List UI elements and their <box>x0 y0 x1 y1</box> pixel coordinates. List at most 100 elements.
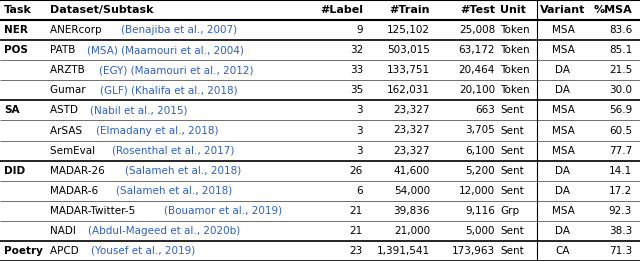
Text: 21.5: 21.5 <box>609 65 632 75</box>
Text: MADAR-6: MADAR-6 <box>50 186 101 196</box>
Text: NADI: NADI <box>50 226 79 236</box>
Text: 6: 6 <box>356 186 363 196</box>
Text: 20,464: 20,464 <box>459 65 495 75</box>
Text: MSA: MSA <box>552 105 575 115</box>
Text: Dataset/Subtask: Dataset/Subtask <box>50 5 154 15</box>
Text: 9,116: 9,116 <box>465 206 495 216</box>
Text: 23,327: 23,327 <box>394 105 430 115</box>
Text: ASTD: ASTD <box>50 105 81 115</box>
Text: (Bouamor et al., 2019): (Bouamor et al., 2019) <box>164 206 282 216</box>
Text: 663: 663 <box>475 105 495 115</box>
Text: Sent: Sent <box>500 166 524 176</box>
Text: DID: DID <box>4 166 25 176</box>
Text: 83.6: 83.6 <box>609 25 632 35</box>
Text: 77.7: 77.7 <box>609 146 632 156</box>
Text: 3: 3 <box>356 126 363 135</box>
Text: NER: NER <box>4 25 28 35</box>
Text: Sent: Sent <box>500 126 524 135</box>
Text: MSA: MSA <box>552 206 575 216</box>
Text: Grp: Grp <box>500 206 519 216</box>
Text: 3: 3 <box>356 105 363 115</box>
Text: 23,327: 23,327 <box>394 126 430 135</box>
Text: Sent: Sent <box>500 186 524 196</box>
Text: 41,600: 41,600 <box>394 166 430 176</box>
Text: 23: 23 <box>349 246 363 256</box>
Text: Task: Task <box>4 5 32 15</box>
Text: 39,836: 39,836 <box>394 206 430 216</box>
Text: 23,327: 23,327 <box>394 146 430 156</box>
Text: PATB: PATB <box>50 45 79 55</box>
Text: SemEval: SemEval <box>50 146 99 156</box>
Text: Poetry: Poetry <box>4 246 43 256</box>
Text: Sent: Sent <box>500 105 524 115</box>
Text: %MSA: %MSA <box>593 5 632 15</box>
Text: 125,102: 125,102 <box>387 25 430 35</box>
Text: MADAR-26: MADAR-26 <box>50 166 108 176</box>
Text: 503,015: 503,015 <box>387 45 430 55</box>
Text: 21,000: 21,000 <box>394 226 430 236</box>
Text: MSA: MSA <box>552 146 575 156</box>
Text: 133,751: 133,751 <box>387 65 430 75</box>
Text: 85.1: 85.1 <box>609 45 632 55</box>
Text: 32: 32 <box>349 45 363 55</box>
Text: Sent: Sent <box>500 226 524 236</box>
Text: Sent: Sent <box>500 146 524 156</box>
Text: ANERcorp: ANERcorp <box>50 25 105 35</box>
Text: #Train: #Train <box>390 5 430 15</box>
Text: DA: DA <box>556 166 570 176</box>
Text: 21: 21 <box>349 226 363 236</box>
Text: 5,200: 5,200 <box>465 166 495 176</box>
Text: 38.3: 38.3 <box>609 226 632 236</box>
Text: 33: 33 <box>349 65 363 75</box>
Text: DA: DA <box>556 226 570 236</box>
Text: APCD: APCD <box>50 246 82 256</box>
Text: 17.2: 17.2 <box>609 186 632 196</box>
Text: 21: 21 <box>349 206 363 216</box>
Text: (Abdul-Mageed et al., 2020b): (Abdul-Mageed et al., 2020b) <box>88 226 240 236</box>
Text: DA: DA <box>556 186 570 196</box>
Text: 14.1: 14.1 <box>609 166 632 176</box>
Text: 3: 3 <box>356 146 363 156</box>
Text: MSA: MSA <box>552 25 575 35</box>
Text: Token: Token <box>500 85 530 95</box>
Text: Token: Token <box>500 25 530 35</box>
Text: 6,100: 6,100 <box>465 146 495 156</box>
Text: 1,391,541: 1,391,541 <box>377 246 430 256</box>
Text: (GLF) (Khalifa et al., 2018): (GLF) (Khalifa et al., 2018) <box>100 85 238 95</box>
Text: (Salameh et al., 2018): (Salameh et al., 2018) <box>116 186 232 196</box>
Text: 9: 9 <box>356 25 363 35</box>
Text: Token: Token <box>500 65 530 75</box>
Text: Variant: Variant <box>540 5 586 15</box>
Text: ArSAS: ArSAS <box>50 126 85 135</box>
Text: (Salameh et al., 2018): (Salameh et al., 2018) <box>125 166 241 176</box>
Text: 3,705: 3,705 <box>465 126 495 135</box>
Text: (Nabil et al., 2015): (Nabil et al., 2015) <box>90 105 188 115</box>
Text: #Label: #Label <box>320 5 363 15</box>
Text: 60.5: 60.5 <box>609 126 632 135</box>
Text: (Rosenthal et al., 2017): (Rosenthal et al., 2017) <box>113 146 235 156</box>
Text: 63,172: 63,172 <box>458 45 495 55</box>
Text: DA: DA <box>556 85 570 95</box>
Text: 173,963: 173,963 <box>452 246 495 256</box>
Text: #Test: #Test <box>460 5 495 15</box>
Text: Token: Token <box>500 45 530 55</box>
Text: 35: 35 <box>349 85 363 95</box>
Text: MSA: MSA <box>552 45 575 55</box>
Text: 30.0: 30.0 <box>609 85 632 95</box>
Text: DA: DA <box>556 65 570 75</box>
Text: Sent: Sent <box>500 246 524 256</box>
Text: (EGY) (Maamouri et al., 2012): (EGY) (Maamouri et al., 2012) <box>99 65 253 75</box>
Text: 162,031: 162,031 <box>387 85 430 95</box>
Text: ARZTB: ARZTB <box>50 65 88 75</box>
Text: (Elmadany et al., 2018): (Elmadany et al., 2018) <box>95 126 218 135</box>
Text: 71.3: 71.3 <box>609 246 632 256</box>
Text: 56.9: 56.9 <box>609 105 632 115</box>
Text: 20,100: 20,100 <box>459 85 495 95</box>
Text: Gumar: Gumar <box>50 85 89 95</box>
Text: 92.3: 92.3 <box>609 206 632 216</box>
Text: (MSA) (Maamouri et al., 2004): (MSA) (Maamouri et al., 2004) <box>87 45 244 55</box>
Text: (Yousef et al., 2019): (Yousef et al., 2019) <box>92 246 196 256</box>
Text: 12,000: 12,000 <box>459 186 495 196</box>
Text: CA: CA <box>556 246 570 256</box>
Text: MADAR-Twitter-5: MADAR-Twitter-5 <box>50 206 138 216</box>
